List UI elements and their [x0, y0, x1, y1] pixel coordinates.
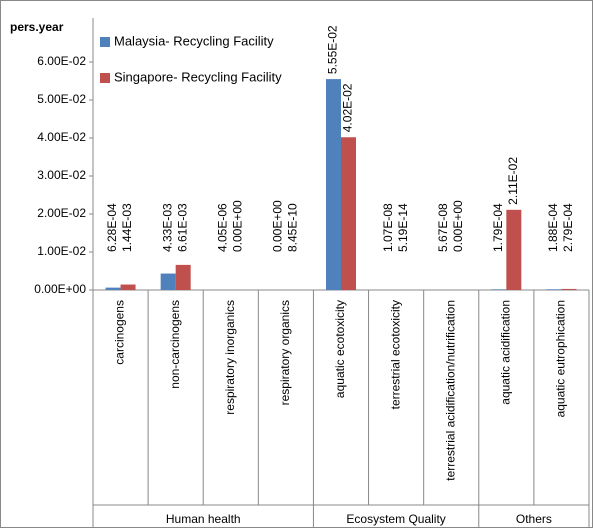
x-tick-label: terrestrial acidification/nutrification [443, 300, 457, 481]
y-tick-label: 3.00E-02 [37, 168, 86, 182]
value-label: 2.11E-02 [506, 157, 520, 205]
y-axis-label: pers.year [10, 20, 64, 34]
x-tick-label: aquatic eutrophication [554, 300, 568, 417]
value-label: 0.00E+00 [451, 200, 465, 252]
value-label: 0.00E+00 [230, 200, 244, 252]
legend-swatch [100, 37, 110, 47]
bar [326, 79, 341, 290]
bar [341, 137, 356, 290]
x-tick-label: terrestrial ecotoxicity [388, 300, 402, 409]
x-tick-label: carcinogens [113, 300, 127, 365]
bar [546, 289, 562, 290]
value-label: 2.79E-04 [561, 203, 575, 252]
bar [105, 287, 121, 290]
bar [160, 273, 176, 290]
bar [175, 264, 191, 290]
x-tick-label: aquatic acidification [499, 300, 513, 405]
value-label: 5.55E-02 [326, 25, 340, 74]
legend-swatch [100, 73, 110, 83]
x-tick-label: non-carcinogens [168, 300, 182, 389]
bar [561, 288, 577, 290]
y-tick-label: 6.00E-02 [37, 54, 86, 68]
value-label: 1.88E-04 [546, 203, 560, 252]
value-label: 0.00E+00 [271, 200, 285, 252]
bar [120, 284, 136, 290]
value-label: 4.33E-03 [160, 203, 174, 252]
group-label: Human health [166, 512, 241, 526]
value-label: 5.19E-14 [396, 203, 410, 252]
y-tick-label: 5.00E-02 [37, 92, 86, 106]
value-label: 1.44E-03 [120, 203, 134, 252]
x-tick-label: respiratory inorganics [223, 300, 237, 415]
x-tick-label: respiratory organics [278, 300, 292, 405]
y-tick-label: 2.00E-02 [37, 206, 86, 220]
value-label: 4.02E-02 [341, 83, 355, 132]
y-tick-label: 0.00E+00 [34, 282, 86, 296]
value-label: 5.67E-08 [436, 203, 450, 252]
y-tick-label: 1.00E-02 [37, 244, 86, 258]
bar [506, 209, 522, 290]
value-label: 6.28E-04 [105, 203, 119, 252]
value-label: 6.61E-03 [175, 203, 189, 252]
value-label: 1.79E-04 [491, 203, 505, 252]
y-tick-label: 4.00E-02 [37, 130, 86, 144]
value-label: 8.45E-10 [286, 203, 300, 252]
value-label: 4.05E-06 [215, 203, 229, 252]
legend-label: Singapore- Recycling Facility [114, 69, 282, 84]
value-label: 1.07E-08 [381, 203, 395, 252]
group-label: Ecosystem Quality [346, 512, 445, 526]
bar [491, 289, 507, 290]
legend-label: Malaysia- Recycling Facility [114, 33, 274, 48]
x-tick-label: aquatic ecotoxicity [333, 300, 347, 398]
group-label: Others [516, 512, 552, 526]
